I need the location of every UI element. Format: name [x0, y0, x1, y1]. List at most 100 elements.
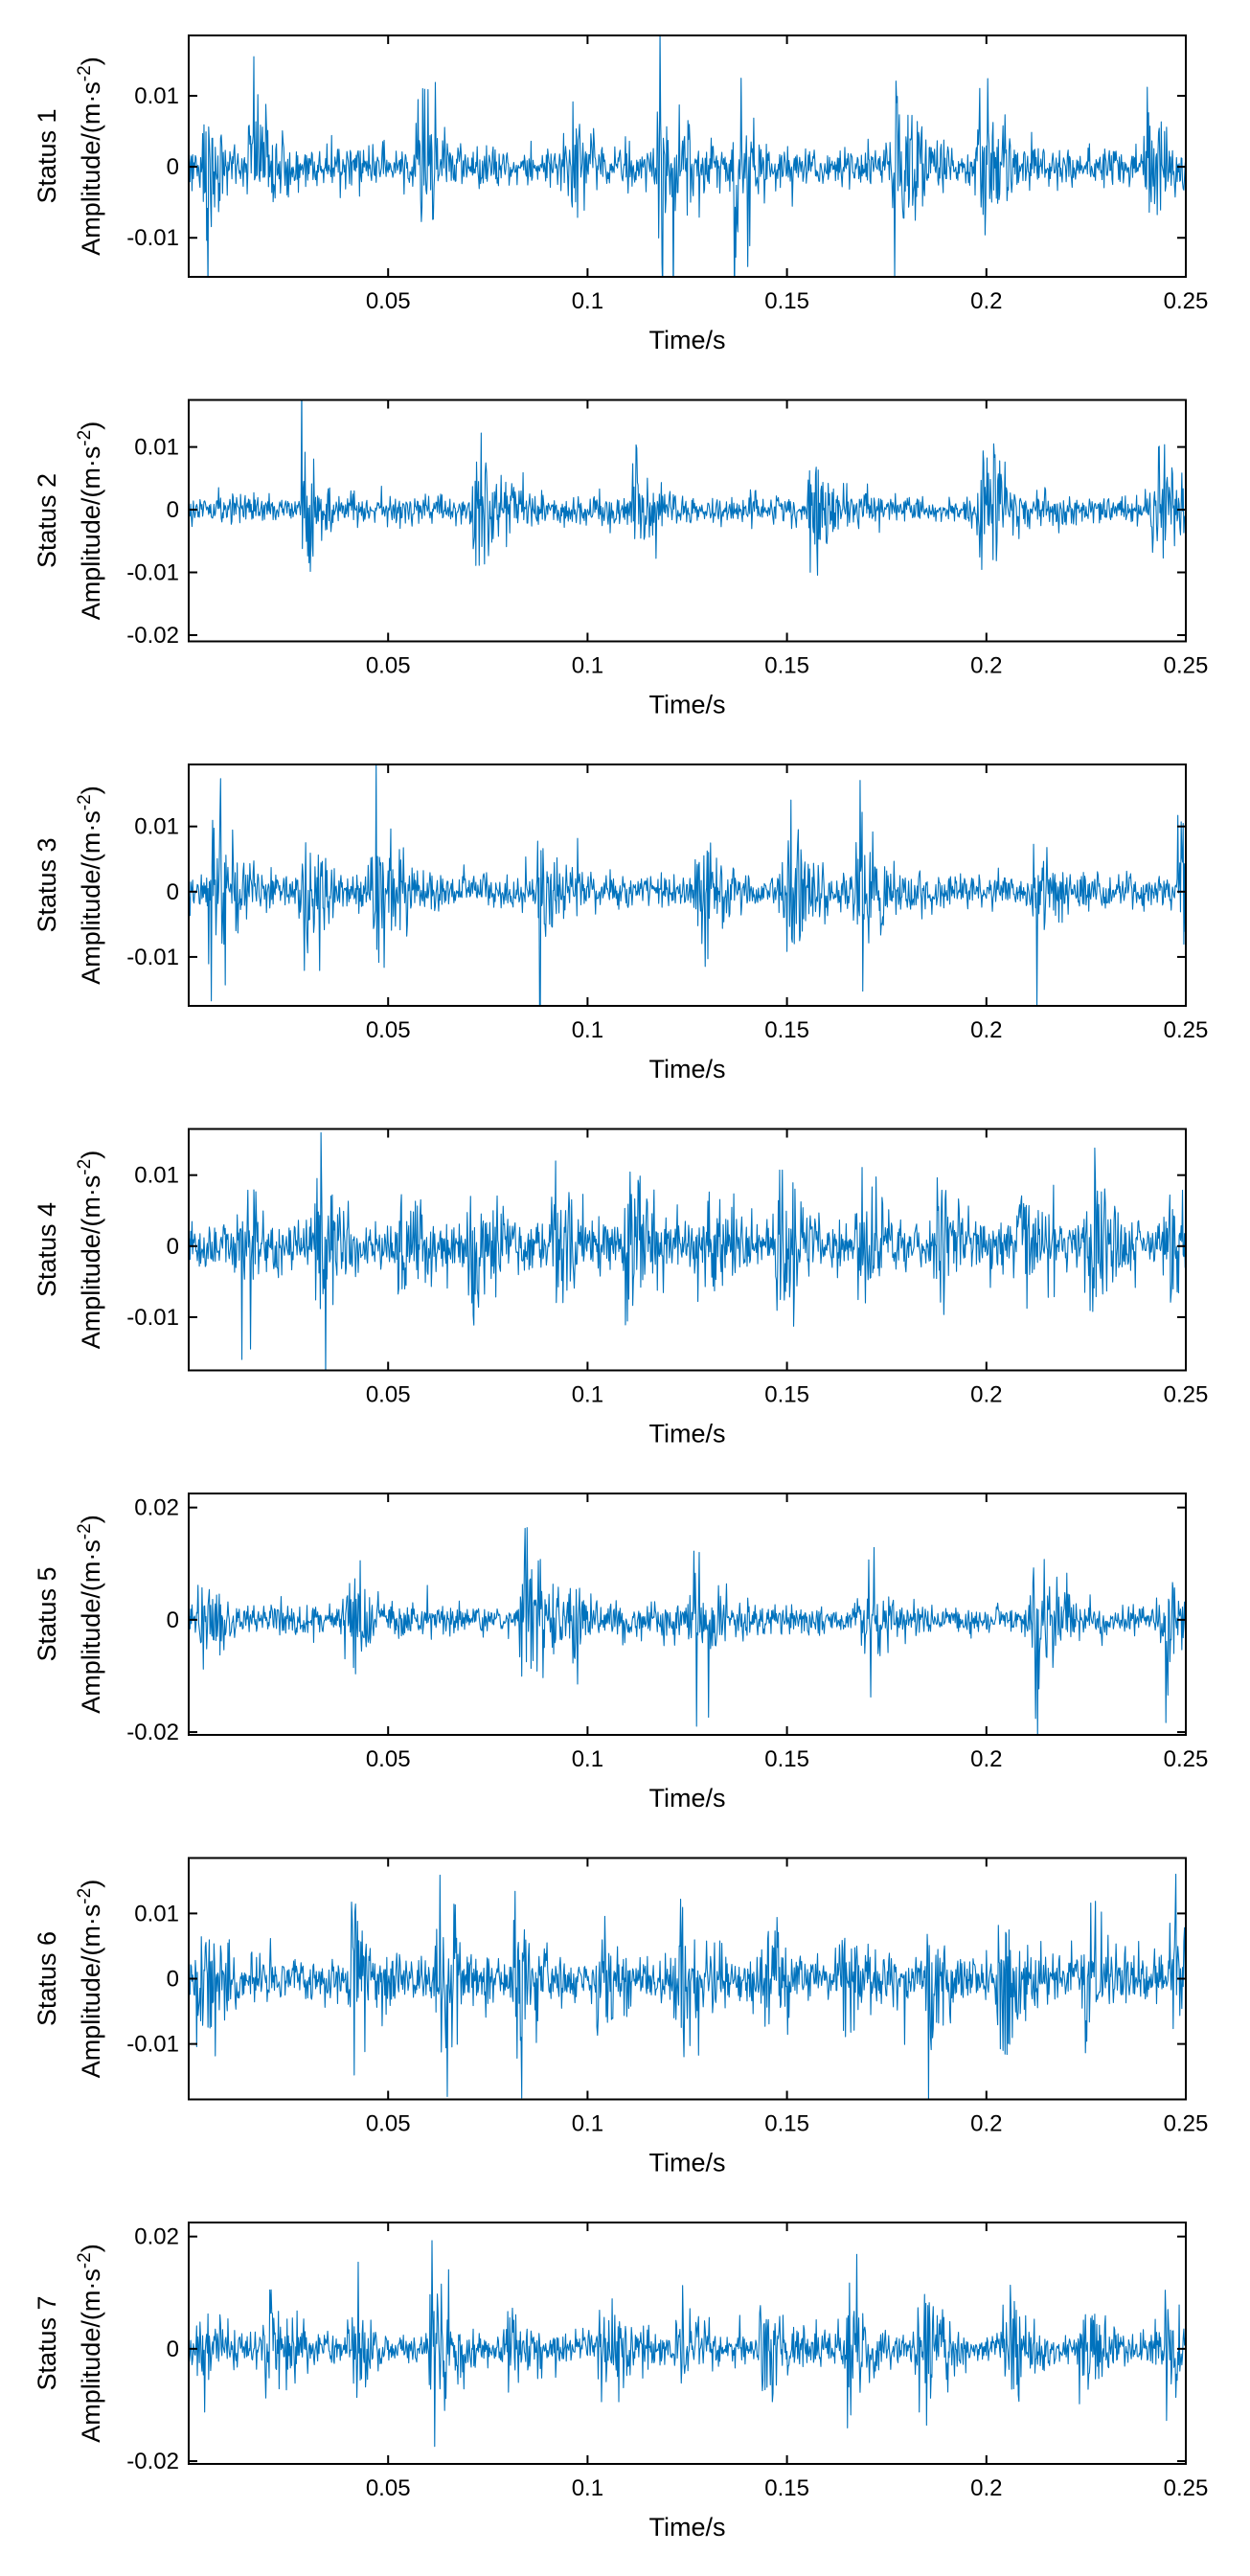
- x-tick-label: 0.25: [1164, 2111, 1209, 2137]
- y-axis-title: Amplitude/(m·s-2): [75, 1151, 106, 1349]
- signal-line: [189, 35, 1186, 277]
- x-tick-label: 0.1: [572, 1382, 603, 1408]
- y-axis-title-exponent: -2: [75, 1888, 95, 1904]
- x-tick-label: 0.1: [572, 288, 603, 314]
- y-tick-label: -0.01: [126, 1305, 179, 1331]
- x-tick-label: 0.15: [764, 1382, 809, 1408]
- x-tick-label: 0.2: [970, 2475, 1002, 2501]
- y-tick-label: 0.01: [134, 814, 179, 840]
- x-tick-label: 0.1: [572, 653, 603, 679]
- y-axis-title: Amplitude/(m·s-2): [75, 1515, 106, 1713]
- status-label: Status 4: [33, 1202, 61, 1297]
- y-tick-label: -0.01: [126, 225, 179, 251]
- x-tick-label: 0.15: [764, 1746, 809, 1772]
- signal-line: [189, 1873, 1186, 2100]
- y-axis-title-close: ): [77, 1880, 105, 1888]
- y-tick-label: 0.01: [134, 83, 179, 109]
- x-tick-label: 0.25: [1164, 1382, 1209, 1408]
- x-tick-label: 0.1: [572, 2111, 603, 2137]
- status-label: Status 5: [33, 1566, 61, 1661]
- y-axis-title-exponent: -2: [75, 794, 95, 810]
- plot-frame: [188, 34, 1187, 278]
- y-axis-title-text: Amplitude/(m·s: [77, 810, 105, 985]
- x-tick-label: 0.2: [970, 2111, 1002, 2137]
- y-axis-title-close: ): [77, 1515, 105, 1523]
- subplot-2: 0.05 0.1 0.15 0.2 0.25 -0.02 -0.01 0 0.01 Time/s A…: [33, 399, 1209, 719]
- y-axis-title-text: Amplitude/(m·s: [77, 2268, 105, 2443]
- x-tick-label: 0.15: [764, 2111, 809, 2137]
- x-tick-label: 0.1: [572, 1746, 603, 1772]
- status-label: Status 2: [33, 473, 61, 568]
- y-tick-label: 0.01: [134, 1163, 179, 1189]
- y-axis-title: Amplitude/(m·s-2): [75, 786, 106, 984]
- x-tick-label: 0.25: [1164, 653, 1209, 679]
- y-axis-title-exponent: -2: [75, 65, 95, 81]
- x-tick-label: 0.25: [1164, 288, 1209, 314]
- x-axis-title: Time/s: [649, 1784, 726, 1812]
- subplot-3: 0.05 0.1 0.15 0.2 0.25 -0.01 0 0.01 Time/s Amplit…: [33, 764, 1209, 1083]
- y-tick-label: 0: [167, 1967, 179, 1993]
- x-tick-label: 0.05: [366, 1017, 411, 1043]
- y-axis-title-exponent: -2: [75, 430, 95, 446]
- y-axis-title-text: Amplitude/(m·s: [77, 1175, 105, 1350]
- x-tick-label: 0.2: [970, 288, 1002, 314]
- y-axis-title: Amplitude/(m·s-2): [75, 1880, 106, 2078]
- y-axis-title-exponent: -2: [75, 1523, 95, 1539]
- plot-frame: [188, 764, 1187, 1007]
- status-label: Status 1: [33, 108, 61, 203]
- x-tick-label: 0.1: [572, 1017, 603, 1043]
- x-tick-label: 0.2: [970, 1746, 1002, 1772]
- plot-frame: [188, 399, 1187, 643]
- y-axis-title-close: ): [77, 786, 105, 794]
- x-axis-title: Time/s: [649, 326, 726, 354]
- signal-line: [189, 764, 1186, 1006]
- x-tick-label: 0.05: [366, 1746, 411, 1772]
- y-axis-title-close: ): [77, 57, 105, 65]
- y-tick-label: 0: [167, 1607, 179, 1633]
- x-axis-title: Time/s: [649, 1420, 726, 1448]
- plot-frame: [188, 1128, 1187, 1372]
- y-axis-title: Amplitude/(m·s-2): [75, 2244, 106, 2442]
- y-tick-label: -0.02: [126, 1720, 179, 1745]
- x-axis-title: Time/s: [649, 2149, 726, 2177]
- signal-line: [189, 399, 1186, 576]
- x-tick-label: 0.25: [1164, 1017, 1209, 1043]
- status-label: Status 7: [33, 2295, 61, 2390]
- y-tick-label: 0.01: [134, 435, 179, 461]
- y-axis-title-text: Amplitude/(m·s: [77, 81, 105, 256]
- x-tick-label: 0.05: [366, 2111, 411, 2137]
- plot-frame: [188, 1493, 1187, 1736]
- y-tick-label: -0.02: [126, 623, 179, 649]
- x-axis-title: Time/s: [649, 1055, 726, 1083]
- y-tick-label: -0.01: [126, 2032, 179, 2058]
- signal-line: [189, 1527, 1186, 1735]
- y-axis-title-text: Amplitude/(m·s: [77, 1539, 105, 1714]
- y-tick-label: -0.01: [126, 560, 179, 586]
- plot-frame: [188, 2222, 1187, 2465]
- x-tick-label: 0.2: [970, 1017, 1002, 1043]
- y-tick-label: 0: [167, 154, 179, 180]
- status-label: Status 6: [33, 1931, 61, 2026]
- signal-line: [189, 1131, 1186, 1371]
- x-tick-label: 0.05: [366, 288, 411, 314]
- y-tick-label: 0: [167, 2337, 179, 2362]
- x-tick-label: 0.2: [970, 1382, 1002, 1408]
- y-axis-title-exponent: -2: [75, 1159, 95, 1175]
- x-tick-label: 0.05: [366, 1382, 411, 1408]
- x-tick-label: 0.05: [366, 653, 411, 679]
- x-tick-label: 0.25: [1164, 1746, 1209, 1772]
- y-tick-label: 0: [167, 497, 179, 523]
- x-tick-label: 0.15: [764, 288, 809, 314]
- y-tick-label: 0.02: [134, 2224, 179, 2250]
- x-tick-label: 0.25: [1164, 2475, 1209, 2501]
- x-axis-title: Time/s: [649, 2513, 726, 2542]
- subplot-4: 0.05 0.1 0.15 0.2 0.25 -0.01 0 0.01 Time/s Amplit…: [33, 1128, 1209, 1448]
- x-tick-label: 0.2: [970, 653, 1002, 679]
- subplot-6: 0.05 0.1 0.15 0.2 0.25 -0.01 0 0.01 Time/s Amplit…: [33, 1857, 1209, 2177]
- subplot-5: 0.05 0.1 0.15 0.2 0.25 -0.02 0 0.02 Time/s Amplit…: [33, 1493, 1208, 1812]
- status-label: Status 3: [33, 837, 61, 932]
- y-axis-title-text: Amplitude/(m·s: [77, 446, 105, 621]
- y-axis-title-exponent: -2: [75, 2252, 95, 2268]
- x-tick-label: 0.1: [572, 2475, 603, 2501]
